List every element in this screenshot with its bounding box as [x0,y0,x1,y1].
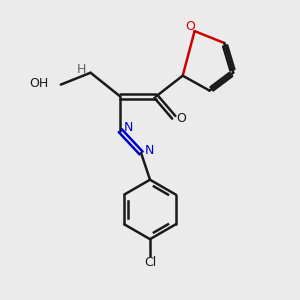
Text: Cl: Cl [144,256,156,269]
Text: H: H [77,63,86,76]
Text: N: N [124,121,133,134]
Text: O: O [185,20,195,33]
Text: N: N [145,143,154,157]
Text: OH: OH [30,76,49,90]
Text: O: O [176,112,186,125]
